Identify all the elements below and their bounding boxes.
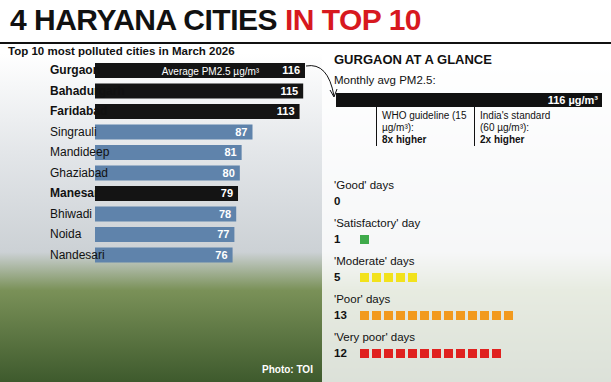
svg-text:77: 77 (217, 228, 229, 240)
html-text:Top 10 most polluted cities in: Top 10 most polluted cities in March 202… (8, 45, 235, 57)
svg-text:80: 80 (223, 167, 235, 179)
html-text:12: 12 (334, 347, 347, 359)
svg-text:Singrauli: Singrauli (50, 125, 97, 139)
svg-text:116: 116 (282, 64, 300, 76)
html-text:116 µg/m³: 116 µg/m³ (547, 94, 598, 106)
svg-text:Mandideep: Mandideep (50, 145, 110, 159)
html-text:'Moderate' days: 'Moderate' days (334, 255, 415, 267)
svg-text:Gurgaon: Gurgaon (50, 63, 100, 77)
svg-text:Ghaziabad: Ghaziabad (50, 166, 108, 180)
svg-text:Bhiwadi: Bhiwadi (50, 207, 92, 221)
svg-text:78: 78 (219, 208, 231, 220)
html-text:4 HARYANA CITIES IN TOP 10: 4 HARYANA CITIES IN TOP 10 (10, 3, 421, 36)
svg-text:Noida: Noida (50, 227, 82, 241)
html-text:WHO guideline (15 µg/m³):: WHO guideline (15 µg/m³): (382, 110, 467, 133)
svg-text:113: 113 (277, 105, 295, 117)
svg-text:Average PM2.5 µg/m³: Average PM2.5 µg/m³ (162, 66, 260, 77)
svg-text:115: 115 (280, 85, 298, 97)
svg-text:Faridabad: Faridabad (50, 104, 107, 118)
html-text:Monthly avg PM2.5:: Monthly avg PM2.5: (334, 74, 436, 86)
html-text:Photo: TOI: Photo: TOI (262, 364, 313, 375)
html-text:1: 1 (334, 233, 341, 245)
svg-text:76: 76 (215, 249, 227, 261)
html-text:2x higher: 2x higher (480, 134, 525, 145)
html-text:'Satisfactory' day: 'Satisfactory' day (334, 217, 421, 229)
svg-text:Bahadurgarh: Bahadurgarh (50, 84, 125, 98)
html-text:'Very poor' days: 'Very poor' days (334, 331, 416, 343)
svg-text:Manesar: Manesar (50, 186, 99, 200)
html-text:GURGAON AT A GLANCE: GURGAON AT A GLANCE (334, 52, 492, 67)
html-text:13: 13 (334, 309, 347, 321)
svg-text:79: 79 (221, 187, 233, 199)
html-text:India's standard (60 µg/m³):: India's standard (60 µg/m³): (480, 110, 551, 133)
svg-text:81: 81 (224, 146, 236, 158)
svg-text:87: 87 (235, 126, 247, 138)
html-text:'Good' days: 'Good' days (334, 179, 394, 191)
html-text:5: 5 (334, 271, 341, 283)
svg-text:Nandesari: Nandesari (50, 248, 105, 262)
html-text:0: 0 (334, 195, 341, 207)
html-text:'Poor' days: 'Poor' days (334, 293, 391, 305)
html-text:8x higher: 8x higher (382, 134, 427, 145)
